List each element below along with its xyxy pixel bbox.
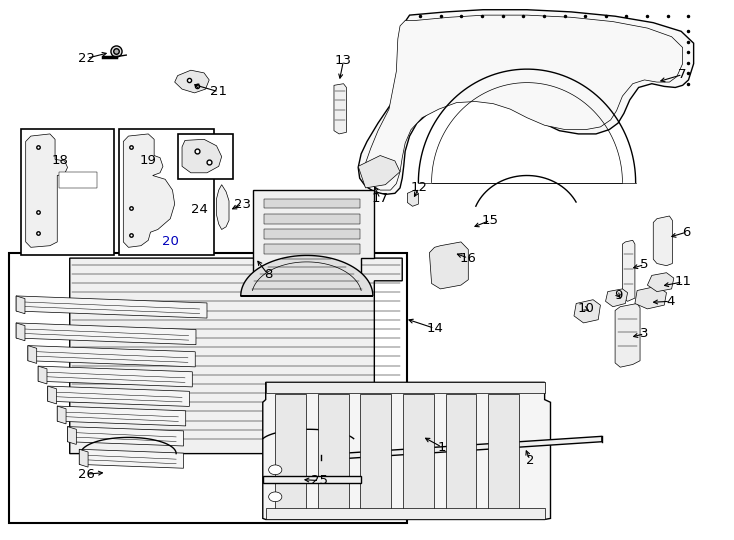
Polygon shape <box>647 273 674 292</box>
Polygon shape <box>360 394 391 513</box>
Polygon shape <box>175 70 209 93</box>
Polygon shape <box>264 244 360 254</box>
Polygon shape <box>48 386 57 404</box>
Polygon shape <box>266 508 545 519</box>
Polygon shape <box>48 386 189 407</box>
Text: 9: 9 <box>614 289 623 302</box>
Polygon shape <box>407 190 418 206</box>
Polygon shape <box>275 394 306 513</box>
Polygon shape <box>16 323 196 345</box>
Polygon shape <box>264 229 360 239</box>
Polygon shape <box>264 199 360 208</box>
Ellipse shape <box>269 465 282 475</box>
Text: 26: 26 <box>79 468 95 481</box>
Polygon shape <box>21 129 114 255</box>
Text: 8: 8 <box>264 268 272 281</box>
Text: 6: 6 <box>682 226 691 239</box>
Polygon shape <box>318 394 349 513</box>
Polygon shape <box>446 394 476 513</box>
Polygon shape <box>574 300 600 323</box>
Polygon shape <box>403 394 434 513</box>
Polygon shape <box>119 129 214 255</box>
Polygon shape <box>358 10 694 194</box>
Text: 24: 24 <box>192 203 208 216</box>
Polygon shape <box>635 286 666 309</box>
Text: 18: 18 <box>52 154 68 167</box>
Polygon shape <box>16 323 25 341</box>
Polygon shape <box>57 406 66 424</box>
Polygon shape <box>241 255 373 296</box>
Polygon shape <box>16 296 207 318</box>
Polygon shape <box>59 172 97 188</box>
Polygon shape <box>606 289 628 307</box>
Text: 5: 5 <box>640 258 649 271</box>
Polygon shape <box>123 134 175 247</box>
Text: 21: 21 <box>210 85 228 98</box>
Text: 13: 13 <box>335 54 352 67</box>
Polygon shape <box>68 427 184 446</box>
Polygon shape <box>321 436 602 460</box>
Text: 16: 16 <box>460 252 476 265</box>
Polygon shape <box>79 449 88 467</box>
Polygon shape <box>178 134 233 179</box>
Polygon shape <box>28 346 195 367</box>
Text: 23: 23 <box>233 198 251 211</box>
Polygon shape <box>263 382 550 519</box>
Text: 3: 3 <box>640 327 649 340</box>
Polygon shape <box>266 382 545 393</box>
Polygon shape <box>38 366 47 384</box>
Polygon shape <box>26 134 68 247</box>
Polygon shape <box>9 253 407 523</box>
Polygon shape <box>264 214 360 224</box>
Text: 2: 2 <box>526 454 534 467</box>
Text: 17: 17 <box>371 192 389 205</box>
Polygon shape <box>70 258 402 454</box>
Text: 4: 4 <box>666 295 675 308</box>
Polygon shape <box>79 449 184 468</box>
Polygon shape <box>366 15 683 190</box>
Text: 7: 7 <box>678 68 687 81</box>
Polygon shape <box>429 242 468 289</box>
Text: 1: 1 <box>437 441 446 454</box>
Polygon shape <box>217 185 229 230</box>
Polygon shape <box>334 84 346 134</box>
Text: 10: 10 <box>578 302 594 315</box>
Polygon shape <box>253 190 374 281</box>
Polygon shape <box>182 139 222 173</box>
Polygon shape <box>57 406 186 426</box>
Polygon shape <box>653 216 672 266</box>
Polygon shape <box>615 303 640 367</box>
Polygon shape <box>16 296 25 314</box>
Text: 22: 22 <box>78 52 95 65</box>
Ellipse shape <box>269 492 282 502</box>
Text: 20: 20 <box>162 235 178 248</box>
Text: 19: 19 <box>140 154 156 167</box>
Text: 11: 11 <box>674 275 691 288</box>
Text: 15: 15 <box>482 214 499 227</box>
Text: 14: 14 <box>426 322 443 335</box>
Polygon shape <box>68 427 76 444</box>
Polygon shape <box>358 156 400 188</box>
Polygon shape <box>28 346 37 363</box>
Polygon shape <box>38 366 192 387</box>
Text: 25: 25 <box>310 474 328 487</box>
Polygon shape <box>622 240 635 301</box>
Polygon shape <box>263 476 361 483</box>
Polygon shape <box>488 394 519 513</box>
Text: 12: 12 <box>410 181 428 194</box>
